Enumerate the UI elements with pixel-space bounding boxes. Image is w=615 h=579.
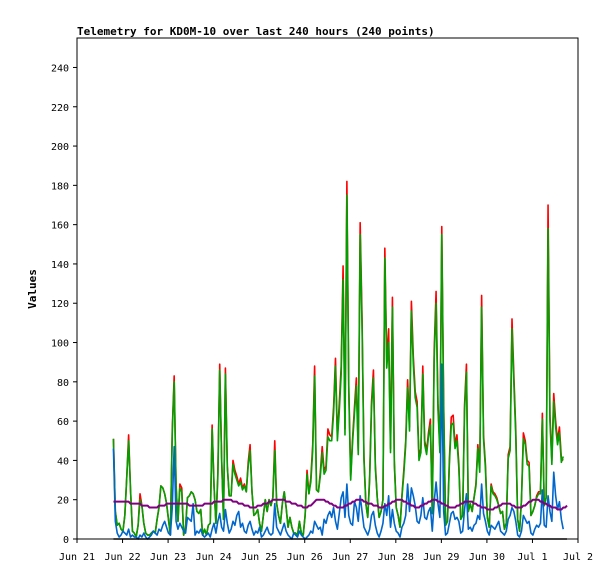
x-tick-label: Jun 23 xyxy=(150,552,186,563)
series-line-2 xyxy=(112,363,565,540)
y-tick-label: 160 xyxy=(51,221,69,232)
y-tick-label: 120 xyxy=(51,299,69,310)
series-line-1 xyxy=(112,194,564,538)
x-tick-label: Jun 24 xyxy=(196,552,232,563)
x-tick-label: Jun 26 xyxy=(287,552,323,563)
x-tick-label: Jun 25 xyxy=(241,552,277,563)
y-tick-label: 40 xyxy=(57,456,69,467)
x-tick-label: Jun 22 xyxy=(104,552,140,563)
y-tick-label: 0 xyxy=(63,535,69,546)
x-tick-label: Jul 2 xyxy=(563,552,593,563)
chart-title: Telemetry for KD0M-10 over last 240 hour… xyxy=(77,25,435,38)
y-tick-label: 80 xyxy=(57,378,69,389)
x-tick-label: Jun 28 xyxy=(378,552,414,563)
y-tick-label: 200 xyxy=(51,142,69,153)
x-tick-label: Jul 1 xyxy=(517,552,547,563)
y-tick-label: 180 xyxy=(51,181,69,192)
x-tick-label: Jun 21 xyxy=(59,552,95,563)
y-axis-label: Values xyxy=(26,269,39,309)
y-tick-label: 60 xyxy=(57,417,69,428)
series-layer xyxy=(112,180,568,540)
x-tick-label: Jun 29 xyxy=(423,552,459,563)
x-tick-label: Jun 30 xyxy=(469,552,505,563)
y-tick-label: 100 xyxy=(51,339,69,350)
y-tick-label: 140 xyxy=(51,260,69,271)
series-line-3 xyxy=(113,498,568,511)
x-tick-label: Jun 27 xyxy=(332,552,368,563)
axis-layer: 0 20 40 60 80 100 120 140 160 180 200 220 240 Jun 21 J… xyxy=(51,63,593,563)
y-tick-label: 220 xyxy=(51,103,69,114)
y-tick-label: 20 xyxy=(57,496,69,507)
y-tick-label: 240 xyxy=(51,63,69,74)
